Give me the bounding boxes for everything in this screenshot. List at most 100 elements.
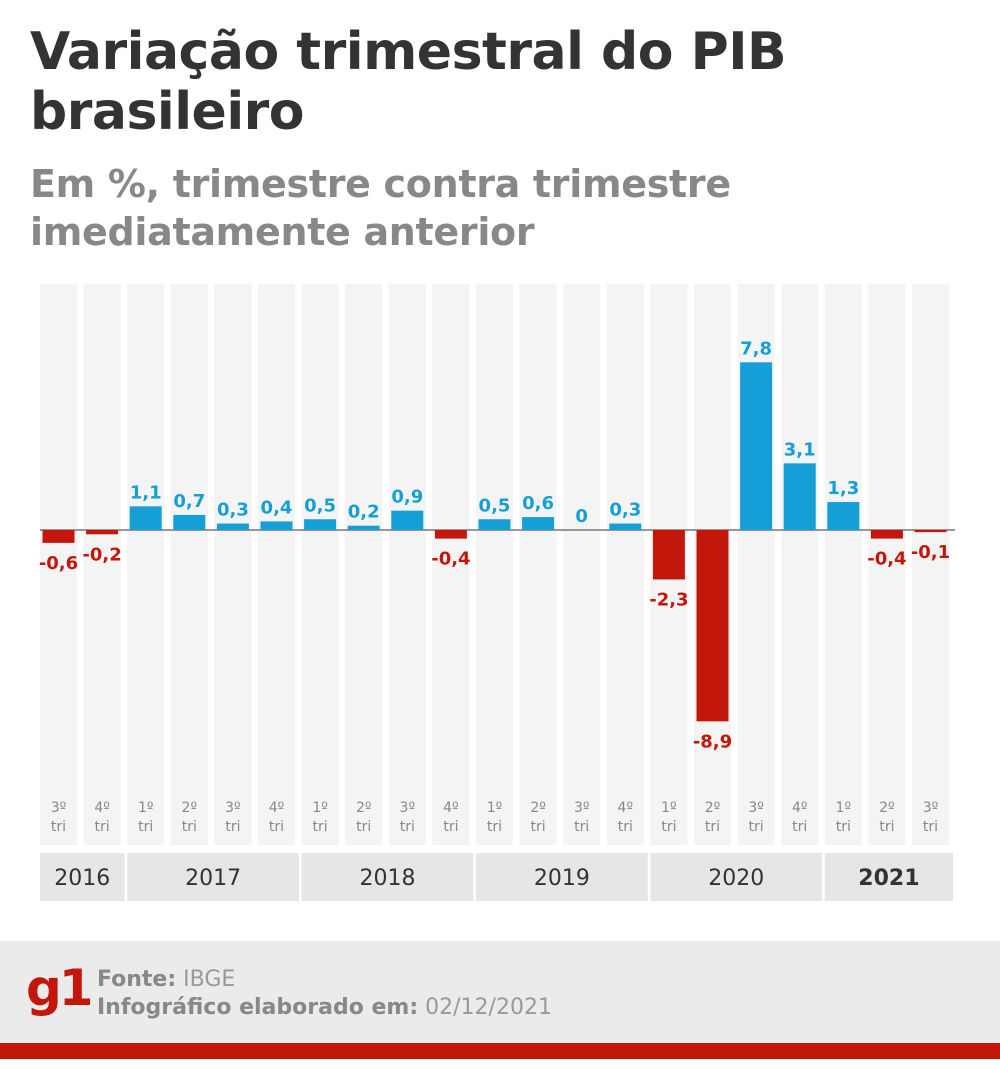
category-column xyxy=(214,284,252,845)
tick-label-quarter: 3º xyxy=(51,800,67,816)
bar xyxy=(42,530,75,543)
category-column xyxy=(476,284,513,845)
category-column xyxy=(345,284,383,845)
category-column xyxy=(868,284,906,845)
category-column xyxy=(824,284,862,845)
data-label: 3,1 xyxy=(784,439,816,460)
bar xyxy=(173,514,206,530)
tick-label-tri: tri xyxy=(661,819,676,835)
category-column xyxy=(83,284,121,845)
tick-label-quarter: 3º xyxy=(225,800,241,816)
tick-label-quarter: 4º xyxy=(792,800,808,816)
category-column xyxy=(519,284,557,845)
tick-label-quarter: 1º xyxy=(487,800,503,816)
category-column xyxy=(258,284,295,845)
bar xyxy=(696,530,729,722)
data-label: 1,3 xyxy=(827,478,859,499)
footer xyxy=(0,941,1000,1043)
data-label: 0,5 xyxy=(479,495,511,516)
year-box xyxy=(650,853,823,901)
data-label: 0,3 xyxy=(217,500,249,521)
data-label: -0,4 xyxy=(867,549,906,570)
tick-label-quarter: 2º xyxy=(182,800,198,816)
bar xyxy=(304,519,337,530)
date-line: Infográfico elaborado em: 02/12/2021 xyxy=(97,994,552,1022)
category-column xyxy=(781,284,819,845)
tick-label-tri: tri xyxy=(574,819,589,835)
year-box xyxy=(476,853,648,901)
bar xyxy=(347,525,380,530)
tick-label-quarter: 2º xyxy=(879,800,895,816)
category-column xyxy=(40,284,77,845)
data-label: 0,5 xyxy=(304,495,336,516)
data-label: 0,4 xyxy=(261,497,293,518)
tick-label-tri: tri xyxy=(792,819,807,835)
tick-label-quarter: 1º xyxy=(312,800,328,816)
bar xyxy=(522,517,555,530)
tick-label-quarter: 2º xyxy=(705,800,721,816)
tick-label-quarter: 3º xyxy=(574,800,590,816)
tick-label-tri: tri xyxy=(95,819,110,835)
tick-label-tri: tri xyxy=(182,819,197,835)
year-label: 2020 xyxy=(708,866,764,891)
g1-logo: g1 xyxy=(26,959,94,1017)
data-label: -2,3 xyxy=(649,589,688,610)
tick-label-tri: tri xyxy=(138,819,153,835)
category-column xyxy=(170,284,208,845)
bar xyxy=(260,521,293,530)
bar xyxy=(740,362,773,530)
tick-label-tri: tri xyxy=(531,819,546,835)
data-label: -8,9 xyxy=(693,731,732,752)
data-label: 0,3 xyxy=(609,500,641,521)
year-label: 2017 xyxy=(185,866,241,891)
data-label: 0,6 xyxy=(522,493,554,514)
tick-label-quarter: 3º xyxy=(748,800,764,816)
tick-label-quarter: 3º xyxy=(923,800,939,816)
tick-label-quarter: 1º xyxy=(661,800,677,816)
tick-label-tri: tri xyxy=(749,819,764,835)
chart-title: Variação trimestral do PIB brasileiro xyxy=(30,22,787,142)
tick-label-quarter: 4º xyxy=(443,800,459,816)
year-label: 2018 xyxy=(360,866,416,891)
bar xyxy=(86,530,119,535)
tick-label-tri: tri xyxy=(836,819,851,835)
bar xyxy=(652,530,685,580)
tick-label-quarter: 1º xyxy=(836,800,852,816)
category-column xyxy=(912,284,949,845)
year-label: 2019 xyxy=(534,866,590,891)
bar xyxy=(783,463,816,530)
year-box xyxy=(301,853,474,901)
tick-label-quarter: 2º xyxy=(530,800,546,816)
footer-accent-bar xyxy=(0,1043,1000,1059)
bar xyxy=(827,502,860,530)
bar xyxy=(478,519,511,530)
bar xyxy=(129,506,162,530)
source-label: Fonte: xyxy=(97,967,177,992)
bar xyxy=(216,523,249,530)
tick-label-tri: tri xyxy=(443,819,458,835)
tick-label-tri: tri xyxy=(51,819,66,835)
date-label: Infográfico elaborado em: xyxy=(97,995,419,1020)
data-label: 0,7 xyxy=(173,491,205,512)
tick-label-tri: tri xyxy=(269,819,284,835)
year-box xyxy=(824,853,953,901)
bar-chart: -0,6 -0,2 1,1 0,7 0,3 0,4 0,5 0,2 0,9 -0,4 0,5 0,6 0… xyxy=(39,284,955,901)
tick-label-quarter: 2º xyxy=(356,800,372,816)
category-column xyxy=(388,284,426,845)
tick-label-tri: tri xyxy=(923,819,938,835)
bar xyxy=(609,523,642,530)
year-box xyxy=(40,853,125,901)
tick-label-tri: tri xyxy=(487,819,502,835)
tick-label-tri: tri xyxy=(356,819,371,835)
bar xyxy=(391,510,424,530)
tick-label-tri: tri xyxy=(879,819,894,835)
tick-label-tri: tri xyxy=(705,819,720,835)
data-label: -0,2 xyxy=(82,544,121,565)
bar xyxy=(914,530,947,533)
bar xyxy=(434,530,467,539)
tick-label-tri: tri xyxy=(400,819,415,835)
chart-subtitle: Em %, trimestre contra trimestre imediat… xyxy=(30,162,731,254)
tick-label-tri: tri xyxy=(225,819,240,835)
category-column xyxy=(127,284,165,845)
year-box xyxy=(127,853,299,901)
